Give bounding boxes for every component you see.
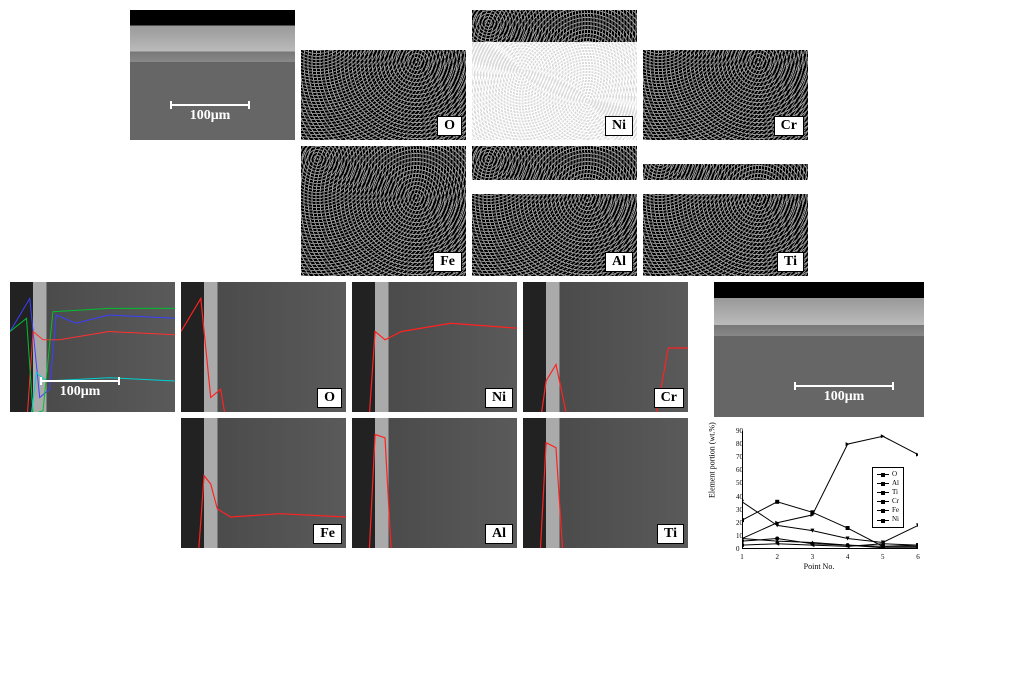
- linescan-grid: 100μm O Ni Cr Fe: [10, 282, 688, 554]
- scalebar-linescan: 100μm: [40, 380, 120, 400]
- linescan-row-2: Fe Al Ti: [10, 418, 688, 548]
- scalebar-text: 100μm: [190, 108, 231, 124]
- linescan-Ni: Ni: [352, 282, 517, 412]
- linescan-row-1: 100μm O Ni Cr: [10, 282, 688, 412]
- map-Ti: Ti: [643, 146, 808, 276]
- sem-image-top: 100μm: [130, 10, 295, 140]
- map-label-Cr: Cr: [774, 116, 804, 136]
- scalebar-point: 100μm: [794, 385, 894, 405]
- linescan-O: O: [181, 282, 346, 412]
- map-label-Ti: Ti: [777, 252, 804, 272]
- linescan-Ti: Ti: [523, 418, 688, 548]
- pointscan-chart: Element portion (wt.%) Point No. OAlTiCr…: [714, 423, 924, 573]
- linescan-Fe: Fe: [181, 418, 346, 548]
- mapping-row-1: 100μm O Ni Cr: [10, 10, 1023, 140]
- map-O: O: [301, 10, 466, 140]
- map-label-Al: Al: [605, 252, 633, 272]
- map-label-O: O: [437, 116, 462, 136]
- map-Fe: Fe: [301, 146, 466, 276]
- map-Cr: Cr: [643, 10, 808, 140]
- chart-legend: OAlTiCrFeNi: [872, 467, 904, 528]
- pointscan-sem: 100μm: [714, 282, 924, 417]
- linescan-Al: Al: [352, 418, 517, 548]
- map-label-Ni: Ni: [605, 116, 633, 136]
- chart-xlabel: Point No.: [804, 562, 835, 571]
- map-label-Fe: Fe: [433, 252, 462, 272]
- scalebar-top: 100μm: [170, 104, 250, 124]
- chart-ylabel: Element portion (wt.%): [708, 422, 717, 498]
- bottom-block: 100μm O Ni Cr Fe: [10, 282, 1023, 573]
- pointscan-column: 100μm Element portion (wt.%) Point No. O…: [714, 282, 924, 573]
- linescan-overlay: 100μm: [10, 282, 175, 412]
- mapping-row-2: Fe Al Ti: [10, 146, 1023, 276]
- map-Al: Al: [472, 146, 637, 276]
- map-Ni: Ni: [472, 10, 637, 140]
- linescan-Cr: Cr: [523, 282, 688, 412]
